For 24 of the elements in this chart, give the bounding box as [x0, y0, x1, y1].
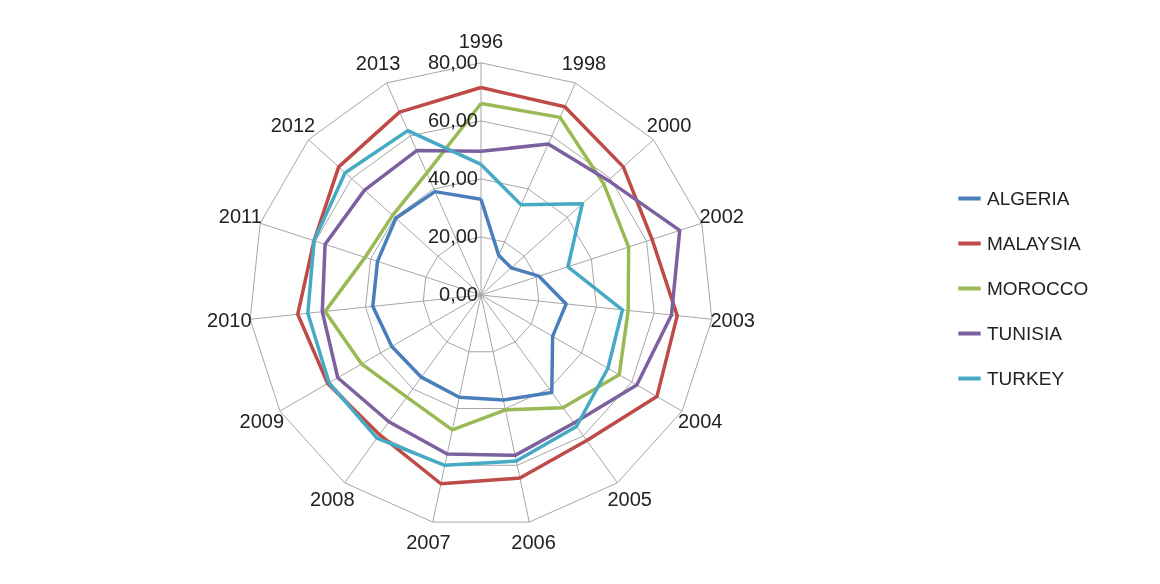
spoke-label: 2005 [607, 487, 652, 510]
y-tick-label: 40,00 [427, 166, 478, 189]
spoke-label: 2003 [710, 309, 755, 332]
legend-label: ALGERIA [987, 187, 1070, 209]
legend-label: TUNISIA [987, 322, 1063, 344]
spoke-label: 2012 [270, 113, 316, 136]
spoke-label: 2008 [310, 487, 355, 510]
spoke-label: 2009 [239, 409, 285, 432]
spoke-label: 1996 [458, 29, 504, 52]
spoke-label: 2000 [646, 113, 692, 136]
y-tick-label: 20,00 [427, 224, 478, 247]
y-tick-label: 0,00 [439, 283, 478, 305]
spoke-label: 2006 [511, 530, 556, 553]
y-tick-label: 80,00 [427, 50, 478, 73]
spoke-label: 2004 [677, 409, 723, 432]
legend-label: TURKEY [987, 367, 1065, 389]
legend-label: MALAYSIA [987, 232, 1081, 254]
spoke-label: 2007 [406, 530, 451, 553]
spoke-label: 2010 [207, 309, 252, 332]
spoke-label: 2013 [355, 51, 401, 74]
spoke-label: 2011 [218, 204, 262, 227]
legend-label: MOROCCO [987, 277, 1089, 299]
spoke-label: 1998 [561, 51, 607, 74]
spoke-label: 2002 [699, 204, 744, 227]
